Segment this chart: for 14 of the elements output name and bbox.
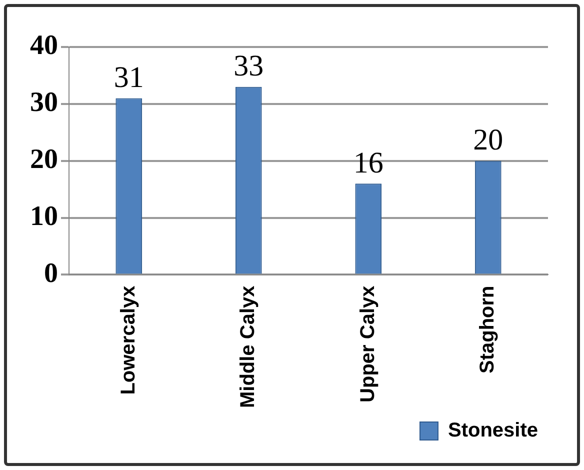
y-tick-label: 30 bbox=[30, 87, 58, 118]
y-tick-label: 40 bbox=[30, 30, 58, 62]
x-tick-label: Lowercalyx bbox=[117, 286, 140, 395]
x-tick-label: Middle Calyx bbox=[237, 286, 260, 408]
y-tick-label: 20 bbox=[30, 144, 58, 176]
y-tick-label: 0 bbox=[44, 258, 58, 289]
x-tick-label: Upper Calyx bbox=[356, 286, 379, 402]
data-label: 16 bbox=[353, 146, 384, 180]
x-tick-label: Staghorn bbox=[476, 286, 499, 374]
data-label: 33 bbox=[234, 50, 264, 83]
legend-label: Stonesite bbox=[448, 420, 538, 442]
y-tick-label: 10 bbox=[30, 201, 58, 232]
data-label: 31 bbox=[114, 61, 144, 94]
data-label: 20 bbox=[473, 124, 504, 157]
